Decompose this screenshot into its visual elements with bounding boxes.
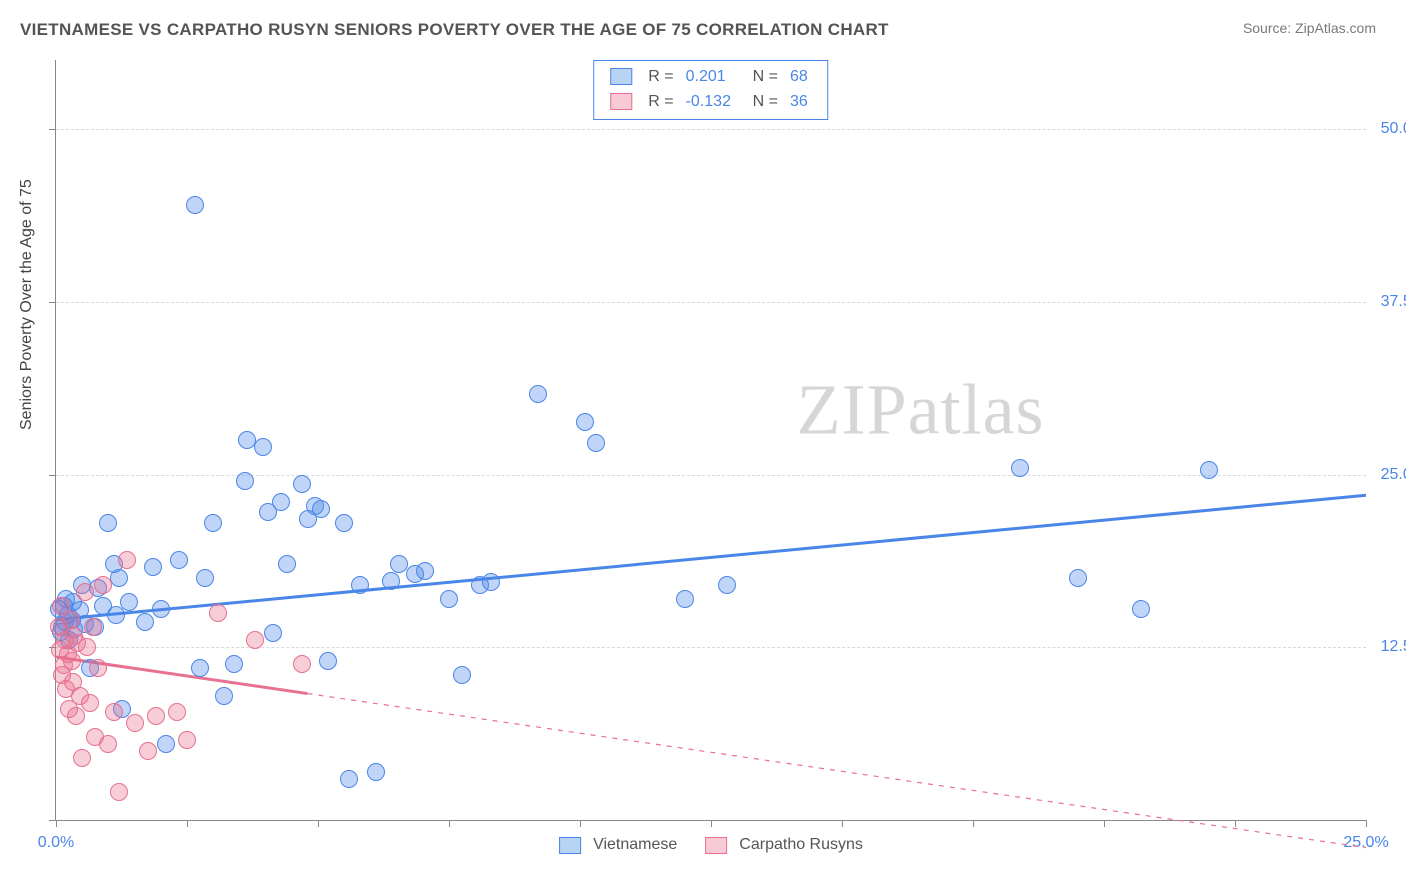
data-point (118, 551, 136, 569)
legend-label: Carpatho Rusyns (739, 836, 863, 854)
chart-title: VIETNAMESE VS CARPATHO RUSYN SENIORS POV… (20, 20, 889, 40)
data-point (105, 703, 123, 721)
y-tick-mark (49, 475, 56, 476)
legend-label: Vietnamese (593, 836, 677, 854)
legend-swatch (559, 837, 581, 854)
data-point (351, 576, 369, 594)
y-tick-label: 37.5% (1381, 293, 1406, 311)
legend-swatch (705, 837, 727, 854)
stats-legend-row: R =-0.132N =36 (604, 90, 813, 115)
x-tick-label: 25.0% (1343, 834, 1388, 852)
x-tick-mark (1235, 820, 1236, 827)
y-axis-label: Seniors Poverty Over the Age of 75 (18, 179, 36, 430)
data-point (168, 703, 186, 721)
r-value: -0.132 (680, 90, 747, 115)
data-point (340, 770, 358, 788)
data-point (186, 196, 204, 214)
data-point (335, 514, 353, 532)
data-point (1132, 600, 1150, 618)
data-point (1011, 459, 1029, 477)
data-point (312, 500, 330, 518)
data-point (84, 618, 102, 636)
data-point (178, 731, 196, 749)
data-point (62, 611, 80, 629)
data-point (89, 659, 107, 677)
x-tick-mark (1104, 820, 1105, 827)
legend-swatch (610, 93, 632, 110)
n-label: N = (747, 90, 784, 115)
x-tick-mark (580, 820, 581, 827)
legend-item: Vietnamese (559, 836, 677, 854)
data-point (278, 555, 296, 573)
x-tick-mark (973, 820, 974, 827)
data-point (191, 659, 209, 677)
data-point (76, 583, 94, 601)
stats-legend: R =0.201N =68R =-0.132N =36 (593, 60, 828, 120)
x-tick-mark (56, 820, 57, 827)
data-point (587, 434, 605, 452)
legend-swatch (610, 68, 632, 85)
y-tick-label: 12.5% (1381, 638, 1406, 656)
y-tick-mark (49, 302, 56, 303)
y-tick-mark (49, 129, 56, 130)
data-point (293, 655, 311, 673)
data-point (110, 569, 128, 587)
data-point (157, 735, 175, 753)
x-tick-label: 0.0% (38, 834, 74, 852)
r-label: R = (642, 65, 679, 90)
x-tick-mark (1366, 820, 1367, 827)
data-point (215, 687, 233, 705)
x-tick-mark (711, 820, 712, 827)
data-point (453, 666, 471, 684)
data-point (236, 472, 254, 490)
data-point (144, 558, 162, 576)
n-value: 68 (784, 65, 814, 90)
r-label: R = (642, 90, 679, 115)
x-tick-mark (187, 820, 188, 827)
data-point (139, 742, 157, 760)
n-value: 36 (784, 90, 814, 115)
legend-item: Carpatho Rusyns (705, 836, 863, 854)
n-label: N = (747, 65, 784, 90)
data-point (367, 763, 385, 781)
x-tick-mark (318, 820, 319, 827)
data-point (81, 694, 99, 712)
data-point (718, 576, 736, 594)
r-value: 0.201 (680, 65, 747, 90)
y-tick-label: 50.0% (1381, 120, 1406, 138)
data-point (120, 593, 138, 611)
data-point (73, 749, 91, 767)
data-point (147, 707, 165, 725)
chart-plot-area: ZIPatlas 12.5%25.0%37.5%50.0% 0.0%25.0% … (55, 60, 1366, 821)
data-point (204, 514, 222, 532)
source-attribution: Source: ZipAtlas.com (1243, 20, 1376, 36)
data-point (63, 652, 81, 670)
y-tick-mark (49, 820, 56, 821)
data-point (440, 590, 458, 608)
data-point (152, 600, 170, 618)
data-point (1069, 569, 1087, 587)
x-tick-mark (842, 820, 843, 827)
series-legend: Vietnamese Carpatho Rusyns (559, 836, 863, 854)
stats-legend-row: R =0.201N =68 (604, 65, 813, 90)
y-tick-label: 25.0% (1381, 466, 1406, 484)
x-tick-mark (449, 820, 450, 827)
data-point (126, 714, 144, 732)
data-point (254, 438, 272, 456)
data-point (676, 590, 694, 608)
data-point (225, 655, 243, 673)
